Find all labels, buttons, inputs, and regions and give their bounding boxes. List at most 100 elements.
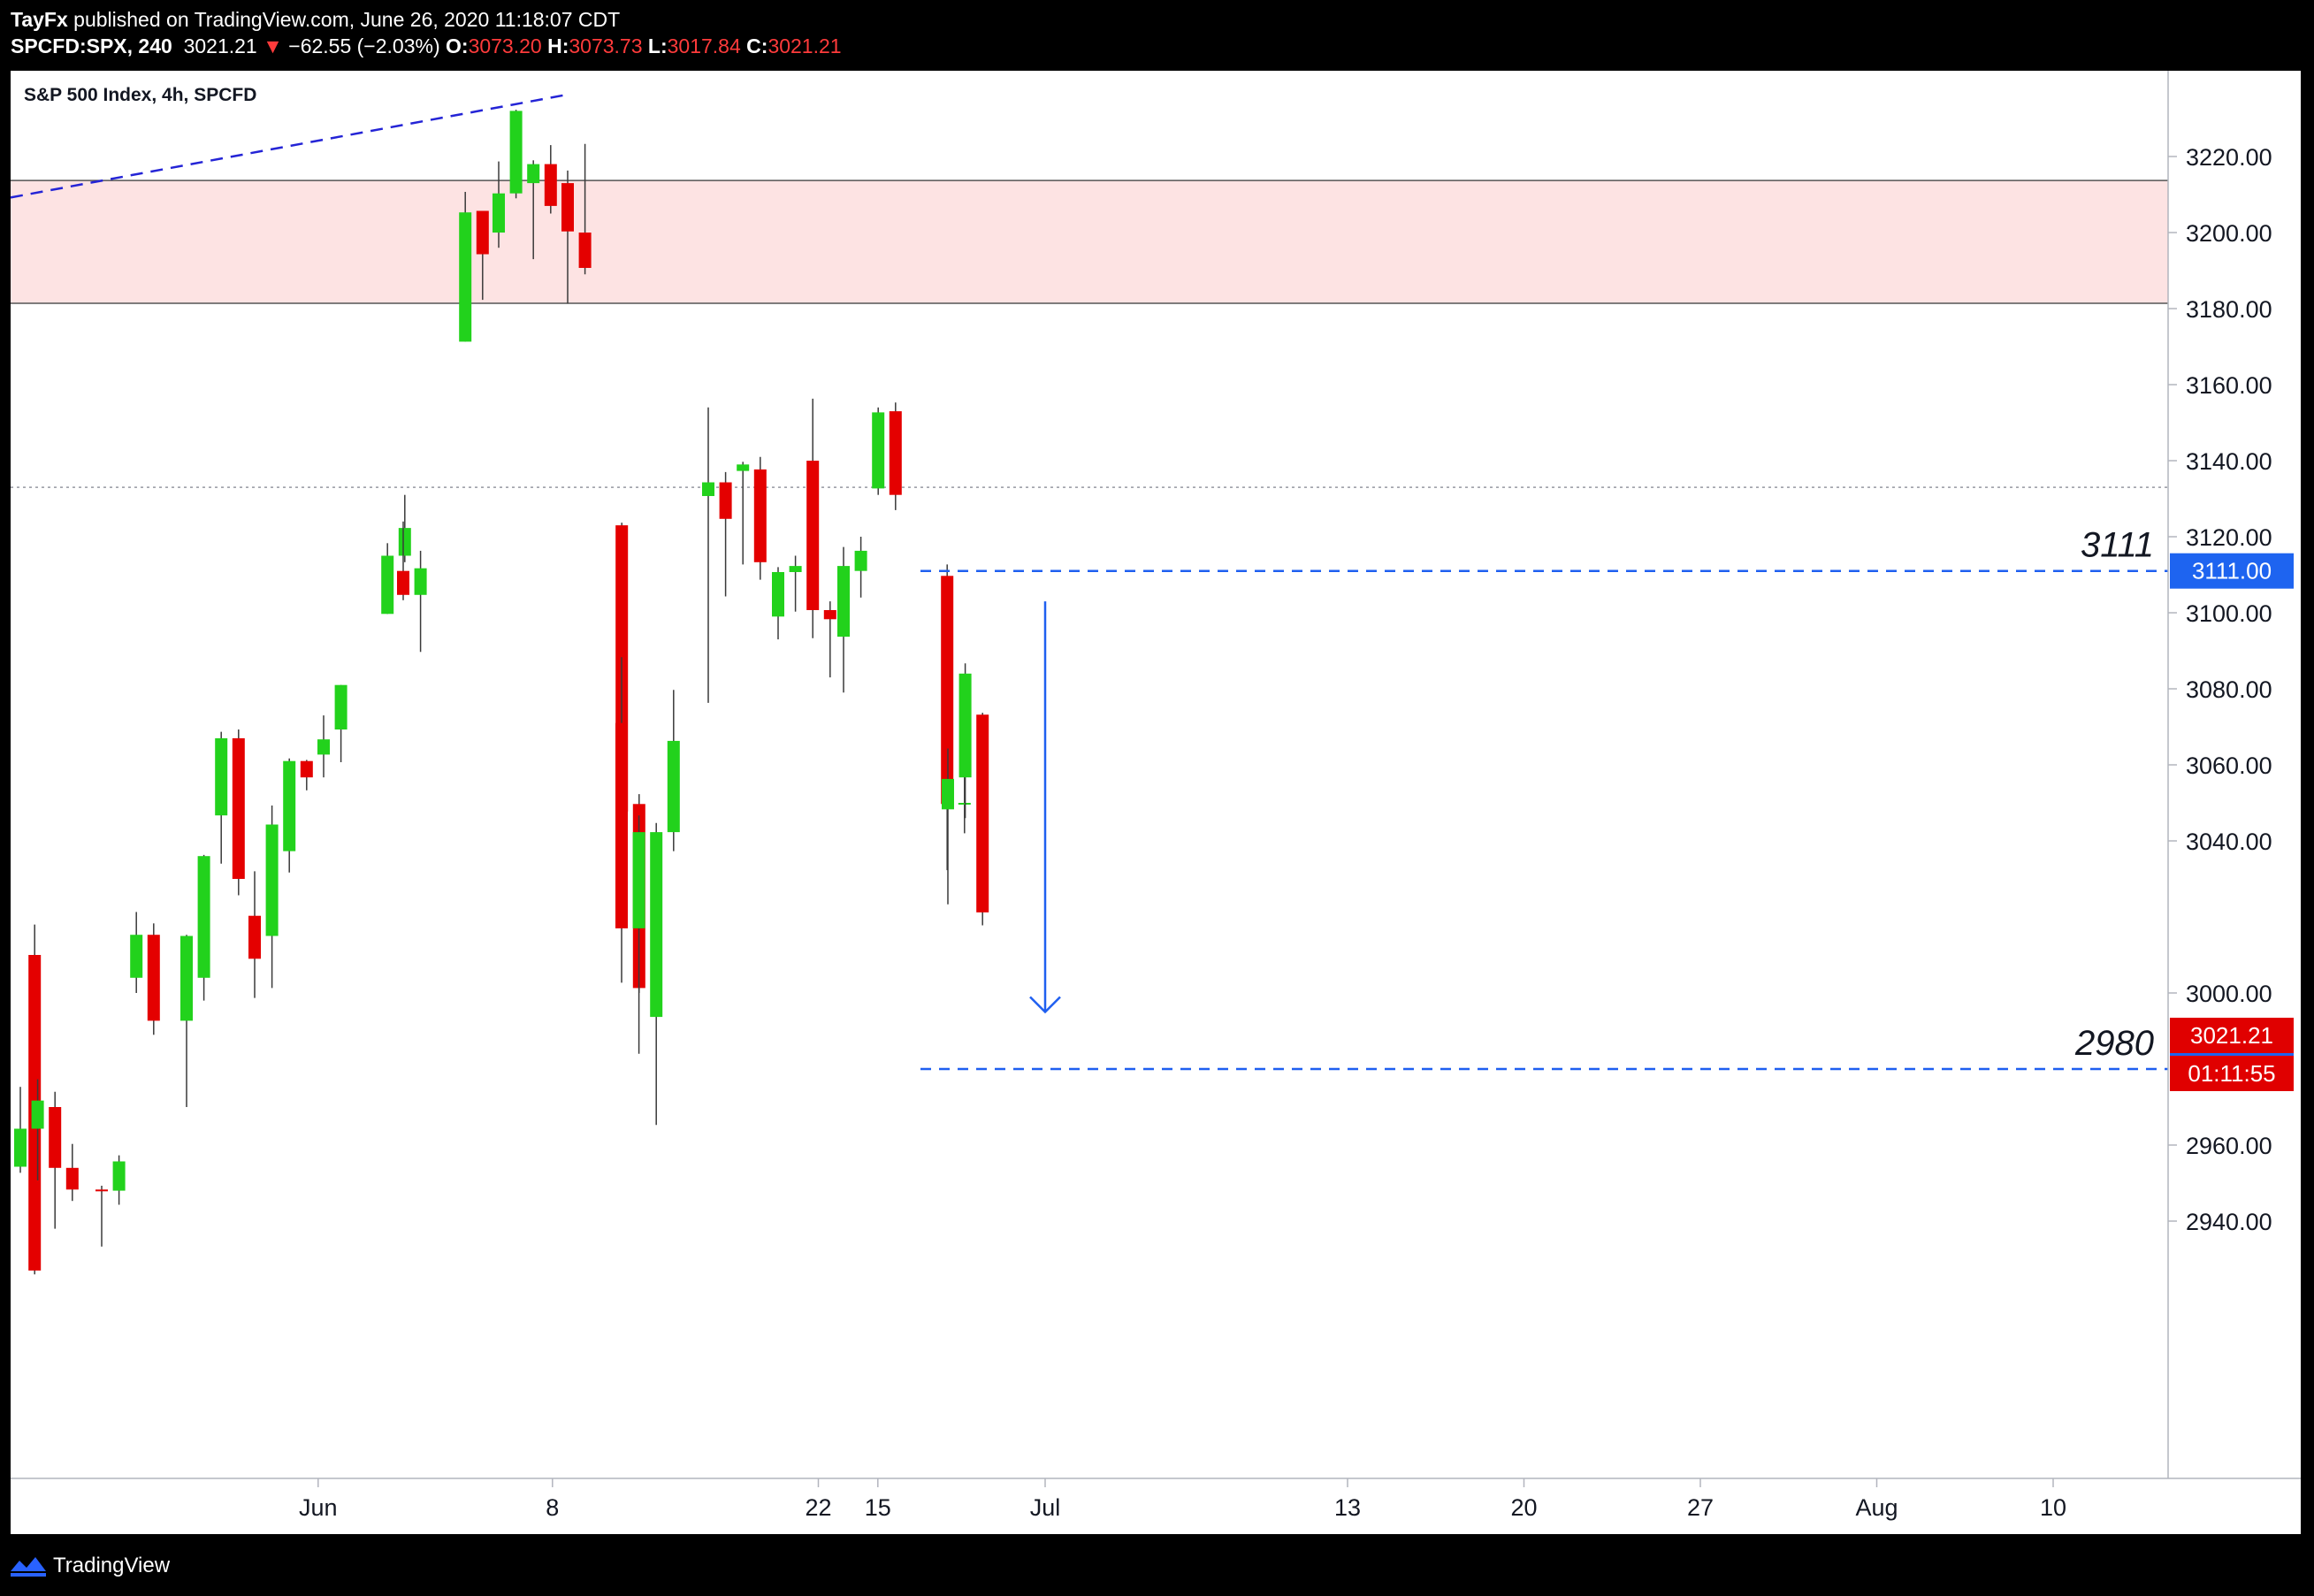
candle-up[interactable] <box>215 737 228 816</box>
x-tick-label: Aug <box>1855 1494 1898 1521</box>
candle-down[interactable] <box>49 1107 62 1168</box>
low-label: L: <box>647 34 668 57</box>
candle-down[interactable] <box>976 714 989 913</box>
candle-down[interactable] <box>561 183 574 232</box>
level-label-2980: 2980 <box>2074 1024 2154 1063</box>
candle-up[interactable] <box>942 778 954 810</box>
author-name[interactable]: TayFx <box>11 8 68 31</box>
candle-down[interactable] <box>615 722 628 928</box>
level-label-3111: 3111 <box>2081 526 2154 565</box>
candle-down[interactable] <box>941 576 954 805</box>
x-tick-label: 13 <box>1334 1494 1361 1521</box>
candle-down[interactable] <box>578 233 592 268</box>
candle-up[interactable] <box>459 212 472 342</box>
dashed-trendline[interactable] <box>10 93 569 199</box>
change-arrow-icon: ▼ <box>263 34 283 57</box>
candle-down[interactable] <box>753 469 767 562</box>
y-tick-label: 3180.00 <box>2186 296 2272 323</box>
candle-up[interactable] <box>112 1161 126 1191</box>
candle-up[interactable] <box>958 803 971 805</box>
candle-down[interactable] <box>544 164 557 206</box>
open-value: 3073.20 <box>468 34 542 57</box>
candle-down[interactable] <box>147 935 160 1021</box>
candle-up[interactable] <box>265 824 279 936</box>
tradingview-brand[interactable]: TradingView <box>53 1554 171 1577</box>
price-axis[interactable]: 2940.00 2960.00 3000.00 3040.00 3060.00 3080.… <box>2168 144 2272 1235</box>
candle-up[interactable] <box>130 935 143 978</box>
candle-up[interactable] <box>180 935 193 1021</box>
chart-background <box>11 71 2301 1534</box>
candle-up[interactable] <box>31 1100 44 1129</box>
candle-up[interactable] <box>381 555 394 615</box>
ohlc-legend: SPCFD:SPX, 240 3021.21 ▼ −62.55 (−2.03%)… <box>11 34 842 58</box>
tradingview-logo-icon[interactable] <box>9 1552 48 1580</box>
projection-arrow-head <box>1029 996 1061 1014</box>
candle-down[interactable] <box>300 760 313 778</box>
candle-up[interactable] <box>632 832 645 928</box>
y-tick-label: 3080.00 <box>2186 676 2272 703</box>
publish-info: TayFx published on TradingView.com, June… <box>11 7 620 32</box>
candle-up[interactable] <box>197 856 210 978</box>
candle-down[interactable] <box>232 737 245 879</box>
candle-up[interactable] <box>493 193 505 233</box>
last-price-badge <box>2170 1018 2294 1053</box>
candle-up[interactable] <box>872 412 885 489</box>
chart-title: S&P 500 Index, 4h, SPCFD <box>24 85 256 105</box>
y-tick-label: 2940.00 <box>2186 1209 2272 1235</box>
countdown-badge <box>2170 1056 2294 1091</box>
x-tick-label: 22 <box>805 1494 831 1521</box>
candle-down[interactable] <box>806 461 820 610</box>
candle-down[interactable] <box>889 411 902 495</box>
high-value: 3073.73 <box>569 34 643 57</box>
open-label: O: <box>446 34 469 57</box>
candle-up[interactable] <box>737 464 750 471</box>
candle-up[interactable] <box>702 482 714 496</box>
candle-up[interactable] <box>414 568 427 595</box>
candle-up[interactable] <box>283 760 296 851</box>
price-chart[interactable]: 3111 2980 2940.00 2960.00 3000.00 3040.00 306… <box>0 69 2314 1534</box>
x-tick-label: Jul <box>1030 1494 1061 1521</box>
candle-down[interactable] <box>65 1167 79 1190</box>
symbol-label[interactable]: SPCFD:SPX, 240 <box>11 34 172 57</box>
level-badge-3111 <box>2170 553 2294 589</box>
y-tick-label: 3060.00 <box>2186 752 2272 779</box>
close-label: C: <box>746 34 768 57</box>
candle-up[interactable] <box>789 566 802 572</box>
level-badge-text-3111: 3111.00 <box>2192 558 2272 584</box>
candle-down[interactable] <box>476 210 489 255</box>
candle-up[interactable] <box>958 673 972 778</box>
candle-up[interactable] <box>14 1128 27 1167</box>
resistance-zone[interactable] <box>11 180 2168 303</box>
candle-up[interactable] <box>772 571 784 617</box>
price-change: −62.55 (−2.03%) <box>288 34 440 57</box>
candle-up[interactable] <box>398 528 411 556</box>
candle-up[interactable] <box>527 164 540 184</box>
candle-up[interactable] <box>854 550 867 571</box>
candle-up[interactable] <box>837 566 850 638</box>
candle-down[interactable] <box>823 609 836 620</box>
candle-down[interactable] <box>95 1189 108 1192</box>
x-tick-label: Jun <box>299 1494 338 1521</box>
chart-header: TayFx published on TradingView.com, June… <box>0 0 2314 69</box>
y-tick-label: 3160.00 <box>2186 372 2272 399</box>
x-tick-label: 27 <box>1687 1494 1714 1521</box>
time-axis[interactable]: Jun81522Jul132027Aug101 <box>299 1478 2314 1521</box>
candle-down[interactable] <box>719 482 732 519</box>
candle-up[interactable] <box>509 111 523 194</box>
x-tick-label: 20 <box>1510 1494 1537 1521</box>
candles <box>14 110 989 1275</box>
candle-up[interactable] <box>650 832 663 1018</box>
y-tick-label: 2960.00 <box>2186 1133 2272 1159</box>
candle-up[interactable] <box>667 740 680 833</box>
candle-up[interactable] <box>334 684 347 730</box>
low-value: 3017.84 <box>667 34 741 57</box>
candle-up[interactable] <box>317 739 330 755</box>
last-price-badge-text: 3021.21 <box>2190 1022 2273 1049</box>
candle-down[interactable] <box>397 570 409 595</box>
y-tick-label: 3000.00 <box>2186 981 2272 1007</box>
candle-down[interactable] <box>248 915 261 959</box>
drawings: 3111 2980 <box>10 93 2168 1071</box>
close-value: 3021.21 <box>768 34 842 57</box>
publish-details: published on TradingView.com, June 26, 2… <box>73 8 621 31</box>
